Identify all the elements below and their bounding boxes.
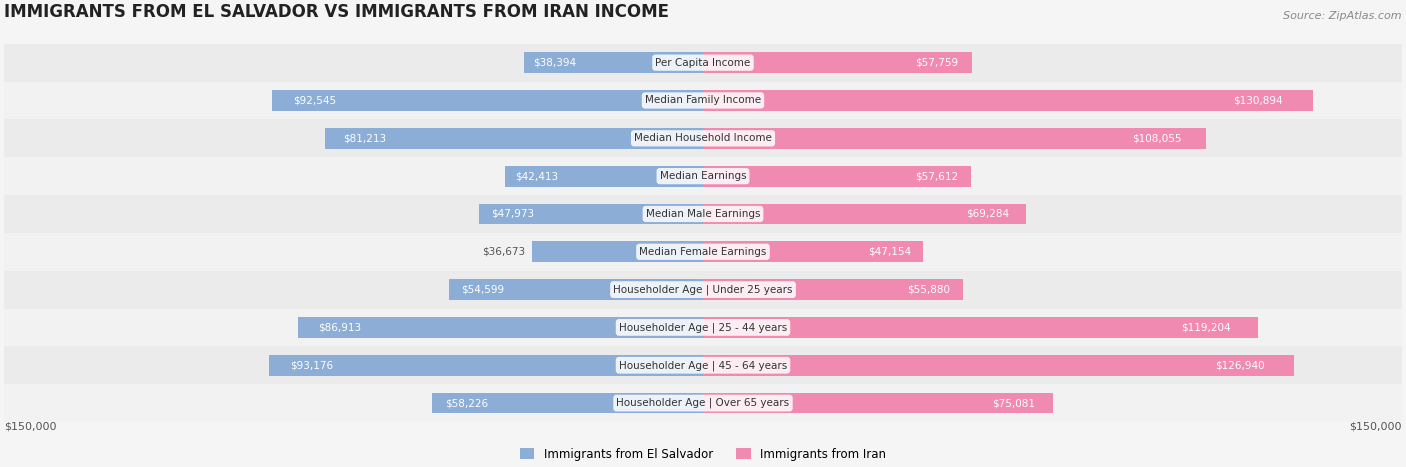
- Text: Median Household Income: Median Household Income: [634, 133, 772, 143]
- Text: $47,154: $47,154: [869, 247, 911, 257]
- Bar: [4, 309, 1402, 347]
- Text: $92,545: $92,545: [294, 95, 336, 106]
- FancyBboxPatch shape: [4, 120, 1402, 157]
- Text: Householder Age | 45 - 64 years: Householder Age | 45 - 64 years: [619, 360, 787, 370]
- Bar: [703, 241, 922, 262]
- Text: $130,894: $130,894: [1233, 95, 1282, 106]
- Text: Median Female Earnings: Median Female Earnings: [640, 247, 766, 257]
- Bar: [703, 317, 1258, 338]
- Bar: [703, 52, 972, 73]
- Text: Source: ZipAtlas.com: Source: ZipAtlas.com: [1284, 11, 1402, 21]
- Bar: [271, 90, 703, 111]
- Bar: [703, 166, 972, 186]
- Bar: [703, 90, 1313, 111]
- Bar: [432, 393, 703, 413]
- Text: $150,000: $150,000: [4, 422, 56, 432]
- Text: $150,000: $150,000: [1350, 422, 1402, 432]
- FancyBboxPatch shape: [4, 195, 1402, 233]
- Text: Householder Age | 25 - 44 years: Householder Age | 25 - 44 years: [619, 322, 787, 333]
- FancyBboxPatch shape: [4, 347, 1402, 384]
- Bar: [298, 317, 703, 338]
- Legend: Immigrants from El Salvador, Immigrants from Iran: Immigrants from El Salvador, Immigrants …: [515, 443, 891, 465]
- Text: $38,394: $38,394: [533, 57, 576, 68]
- FancyBboxPatch shape: [4, 271, 1402, 309]
- Bar: [531, 241, 703, 262]
- Bar: [4, 44, 1402, 82]
- Text: $93,176: $93,176: [291, 360, 333, 370]
- Bar: [269, 355, 703, 375]
- Text: $57,612: $57,612: [915, 171, 957, 181]
- Text: Median Male Earnings: Median Male Earnings: [645, 209, 761, 219]
- Bar: [703, 279, 963, 300]
- Bar: [479, 204, 703, 224]
- Text: $58,226: $58,226: [446, 398, 488, 408]
- Text: $119,204: $119,204: [1181, 322, 1230, 333]
- FancyBboxPatch shape: [4, 233, 1402, 271]
- Text: Per Capita Income: Per Capita Income: [655, 57, 751, 68]
- Bar: [325, 128, 703, 149]
- Bar: [4, 82, 1402, 120]
- Bar: [703, 204, 1026, 224]
- FancyBboxPatch shape: [4, 44, 1402, 82]
- FancyBboxPatch shape: [4, 157, 1402, 195]
- FancyBboxPatch shape: [4, 384, 1402, 422]
- Bar: [4, 347, 1402, 384]
- Bar: [4, 233, 1402, 271]
- Bar: [703, 393, 1053, 413]
- Text: Median Earnings: Median Earnings: [659, 171, 747, 181]
- Text: $55,880: $55,880: [907, 284, 950, 295]
- Bar: [449, 279, 703, 300]
- Text: $36,673: $36,673: [482, 247, 526, 257]
- Text: $108,055: $108,055: [1132, 133, 1181, 143]
- Text: $57,759: $57,759: [915, 57, 959, 68]
- Text: $54,599: $54,599: [461, 284, 505, 295]
- Bar: [505, 166, 703, 186]
- Text: Median Family Income: Median Family Income: [645, 95, 761, 106]
- Bar: [4, 195, 1402, 233]
- Bar: [4, 271, 1402, 309]
- Bar: [703, 355, 1295, 375]
- Text: $86,913: $86,913: [318, 322, 361, 333]
- Text: $69,284: $69,284: [966, 209, 1010, 219]
- Bar: [703, 128, 1206, 149]
- Text: $126,940: $126,940: [1215, 360, 1265, 370]
- Text: $42,413: $42,413: [515, 171, 558, 181]
- Text: $75,081: $75,081: [993, 398, 1035, 408]
- FancyBboxPatch shape: [4, 82, 1402, 120]
- Text: $47,973: $47,973: [491, 209, 534, 219]
- Text: Householder Age | Over 65 years: Householder Age | Over 65 years: [616, 398, 790, 408]
- Bar: [4, 157, 1402, 195]
- Text: Householder Age | Under 25 years: Householder Age | Under 25 years: [613, 284, 793, 295]
- Bar: [4, 384, 1402, 422]
- Bar: [524, 52, 703, 73]
- Text: IMMIGRANTS FROM EL SALVADOR VS IMMIGRANTS FROM IRAN INCOME: IMMIGRANTS FROM EL SALVADOR VS IMMIGRANT…: [4, 3, 669, 21]
- Bar: [4, 120, 1402, 157]
- FancyBboxPatch shape: [4, 309, 1402, 347]
- Text: $81,213: $81,213: [343, 133, 387, 143]
